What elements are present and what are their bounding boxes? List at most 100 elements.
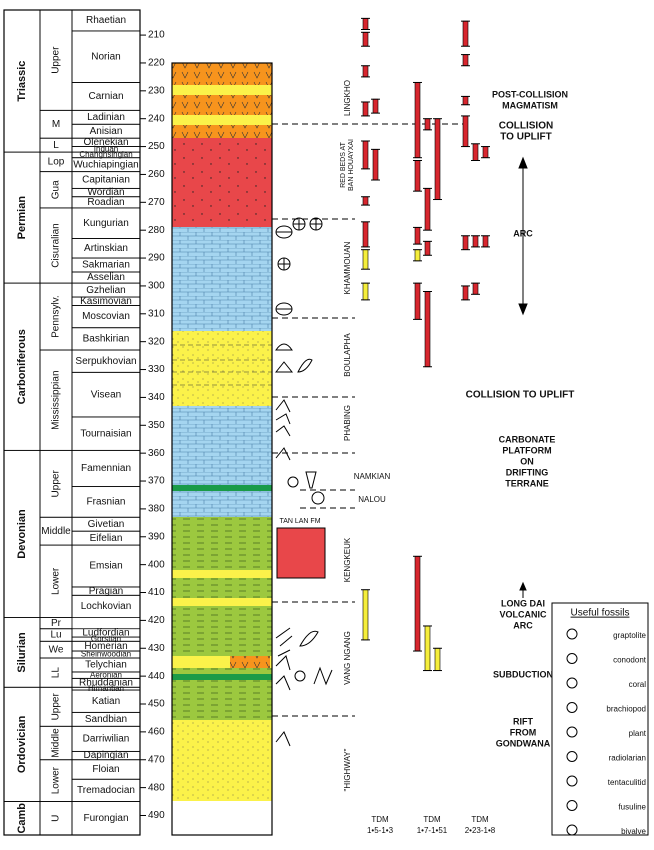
litho-red-beds: [172, 138, 272, 227]
lithology-border: [171, 62, 273, 836]
tdm-bar: [462, 285, 469, 301]
tick-label: 360: [148, 448, 165, 459]
epoch-label: Lop: [48, 157, 65, 168]
conodont-icon: [313, 666, 333, 686]
period-label: Devonian: [16, 509, 28, 559]
tdm-bar: [462, 96, 469, 106]
tdm-bar: [424, 291, 431, 368]
epoch-label: Cisuralian: [51, 223, 62, 267]
stage-label: Wordian: [87, 187, 124, 198]
epoch-label: L: [53, 140, 59, 151]
epoch-label: Middle: [41, 526, 71, 537]
stage-label: Famennian: [81, 463, 131, 474]
stage-cell: [71, 594, 141, 619]
tick-label: 370: [148, 476, 165, 487]
stage-label: Moscovian: [82, 311, 130, 322]
period-label: Silurian: [16, 632, 28, 673]
stage-label: Aeronian: [90, 670, 122, 679]
coral-icon: [310, 218, 322, 230]
tdm-bar: [362, 140, 369, 170]
tentaculitid-icon: [305, 471, 317, 489]
epoch-label: Upper: [51, 693, 62, 721]
legend-icon: [566, 824, 578, 836]
litho-sand-band: [172, 598, 272, 606]
tdm-bar: [462, 235, 469, 250]
legend-label: coral: [629, 680, 647, 689]
litho-limestone: [172, 227, 272, 331]
setting-label: VOLCANIC: [500, 609, 548, 619]
legend-title: Useful fossils: [571, 608, 630, 619]
tdm-range-label: 1•5-1•3: [367, 826, 394, 835]
plant-icon: [297, 358, 313, 373]
stage-label: Wuchiapingian: [73, 159, 138, 170]
tick-label: 420: [148, 615, 165, 626]
tdm-bar: [482, 235, 489, 248]
legend-icon: [566, 775, 578, 787]
legend-icon: [566, 751, 578, 762]
stage-label: Carnian: [88, 91, 123, 102]
stage-label: Sheinwoodian: [81, 650, 131, 659]
formation-label: RED BEDS AT: [340, 141, 347, 187]
stage-label: Rhuddanian: [79, 677, 133, 688]
stage-label: Darriwilian: [83, 733, 130, 744]
setting-label: MAGMATISM: [502, 100, 558, 110]
stage-label: Roadian: [87, 197, 124, 208]
period-label: Ordovician: [16, 715, 28, 773]
tdm-bar: [414, 282, 421, 320]
conodont-icon: [275, 655, 291, 691]
epoch-label: U: [51, 815, 62, 822]
formation-label: BAN HOUAYXAI: [348, 139, 355, 191]
period-label: Permian: [16, 196, 28, 240]
tdm-bar: [414, 249, 421, 262]
setting-label: RIFT: [513, 716, 533, 726]
epoch-label: Lu: [50, 630, 61, 641]
period-label: Carboniferous: [16, 329, 28, 404]
stage-label: Lochkovian: [81, 601, 132, 612]
stage-label: Telychian: [85, 660, 127, 671]
arrowhead: [519, 581, 527, 591]
tdm-bar: [362, 196, 369, 206]
tick-label: 350: [148, 420, 165, 431]
formation-boundaries: [272, 123, 470, 717]
legend-label: tentaculitid: [608, 778, 646, 787]
tick-label: 480: [148, 782, 165, 793]
epoch-label: M: [52, 119, 60, 130]
litho-shale: [172, 517, 272, 656]
radiolarian-icon: [287, 476, 299, 488]
stage-label: Norian: [91, 51, 120, 62]
setting-label: FROM: [510, 727, 537, 737]
coral-icon: [311, 491, 325, 505]
litho-limestone: [172, 406, 272, 517]
tick-label: 340: [148, 392, 165, 403]
litho-tuff: [172, 85, 272, 95]
tdm-bar: [372, 98, 379, 114]
formation-label: KENGKEUK: [343, 537, 352, 582]
stage-label: Sandbian: [85, 714, 127, 725]
conodont-icon: [275, 399, 291, 437]
legend-label: plant: [629, 729, 647, 738]
tick-label: 460: [148, 727, 165, 738]
tdm-range-label: 1•7-1•51: [417, 826, 448, 835]
stage-label: Ludfordian: [82, 628, 129, 639]
formation-label: NALOU: [358, 495, 386, 504]
stage-label: Serpukhovian: [75, 356, 136, 367]
tdm-bar: [414, 82, 421, 159]
epoch-label: Upper: [51, 46, 62, 74]
epoch-label: Middle: [51, 728, 62, 758]
stage-label: Tremadocian: [77, 785, 135, 796]
litho-volcanic: [172, 125, 272, 138]
setting-label: LONG DAI: [501, 598, 545, 608]
setting-label: TO UPLIFT: [500, 132, 551, 143]
tdm-bar: [482, 146, 489, 159]
radiolarian-icon: [294, 670, 306, 682]
tick-label: 440: [148, 671, 165, 682]
setting-label: CARBONATE: [499, 434, 556, 444]
tdm-bar: [472, 143, 479, 161]
tdm-range-label: 2•23-1•8: [465, 826, 496, 835]
litho-volcanic: [230, 656, 270, 668]
legend-label: radiolarian: [609, 754, 646, 763]
stage-label: Visean: [91, 389, 121, 400]
litho-tuff: [172, 115, 272, 125]
litho-green-band: [172, 674, 272, 680]
setting-label: PLATFORM: [502, 445, 551, 455]
